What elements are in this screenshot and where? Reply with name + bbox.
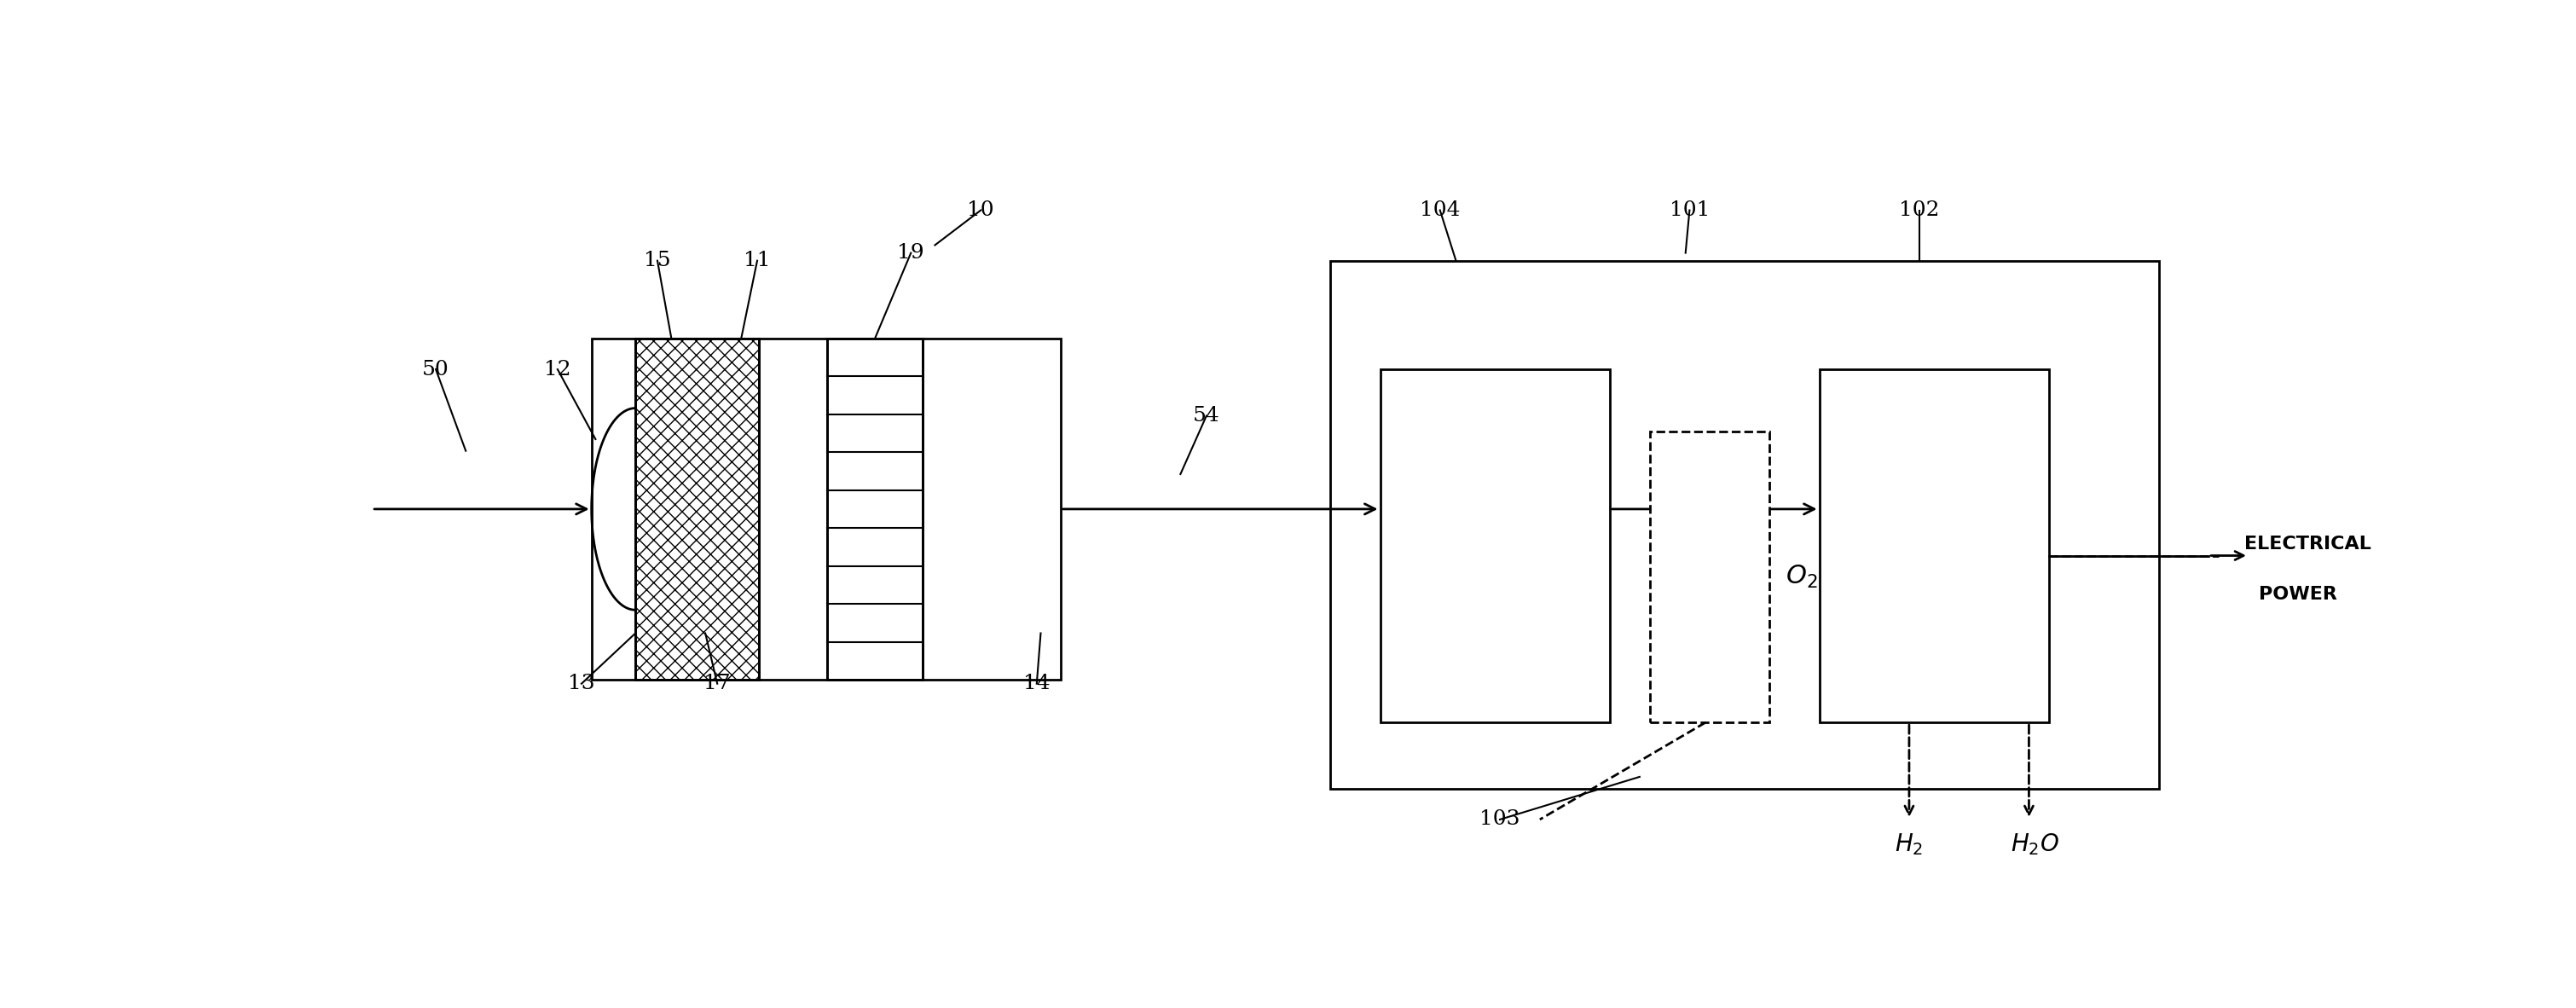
- Bar: [827, 339, 922, 679]
- Text: 13: 13: [569, 674, 595, 694]
- Text: 101: 101: [1669, 201, 1710, 220]
- Bar: [636, 339, 760, 679]
- Text: 10: 10: [969, 201, 994, 220]
- Bar: [636, 339, 760, 679]
- Bar: [592, 339, 1061, 679]
- Text: 14: 14: [1023, 674, 1051, 694]
- Bar: [1649, 431, 1770, 723]
- Text: 104: 104: [1419, 201, 1461, 220]
- Text: $H_2O$: $H_2O$: [2012, 832, 2058, 857]
- Text: 15: 15: [644, 251, 670, 270]
- Text: $O_2$: $O_2$: [1785, 563, 1816, 591]
- Text: 12: 12: [544, 360, 572, 379]
- Bar: [1819, 369, 2048, 723]
- Text: ELECTRICAL: ELECTRICAL: [2244, 535, 2372, 552]
- Text: 54: 54: [1193, 406, 1221, 425]
- Text: 102: 102: [1899, 201, 1940, 220]
- Text: 103: 103: [1479, 809, 1520, 830]
- Bar: [1381, 369, 1610, 723]
- Text: 50: 50: [422, 360, 448, 379]
- Bar: [827, 339, 922, 679]
- Text: $H_2$: $H_2$: [1896, 832, 1924, 857]
- Text: POWER: POWER: [2259, 586, 2336, 603]
- Bar: [1329, 261, 2159, 788]
- Text: 19: 19: [896, 243, 925, 263]
- Text: 11: 11: [744, 251, 770, 270]
- Text: 17: 17: [703, 674, 732, 694]
